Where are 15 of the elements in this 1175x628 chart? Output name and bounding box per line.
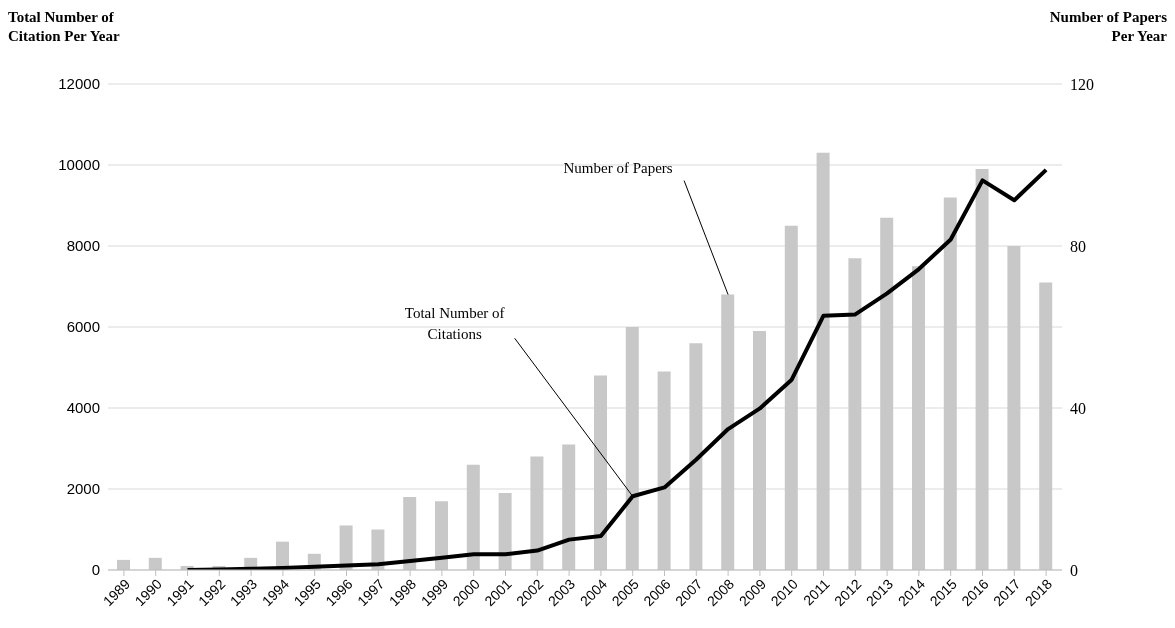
y2-tick-label: 40 — [1070, 399, 1086, 417]
y-tick-label: 12000 — [58, 75, 100, 93]
y-tick-label: 4000 — [66, 399, 100, 417]
y2-axis-title: Number of Papers Per Year — [1048, 8, 1167, 46]
y-tick-label: 0 — [91, 561, 100, 579]
annotation: Total Number of Citations — [403, 304, 506, 345]
y-tick-label: 8000 — [66, 237, 100, 255]
y-tick-label: 10000 — [58, 156, 100, 174]
y-tick-label: 2000 — [66, 480, 100, 498]
y-tick-label: 6000 — [66, 318, 100, 336]
y2-tick-label: 0 — [1070, 561, 1078, 579]
annotation: Number of Papers — [563, 159, 673, 179]
y2-tick-label: 80 — [1070, 237, 1086, 255]
y2-tick-label: 120 — [1070, 75, 1094, 93]
y-axis-title: Total Number of Citation Per Year — [8, 8, 121, 46]
